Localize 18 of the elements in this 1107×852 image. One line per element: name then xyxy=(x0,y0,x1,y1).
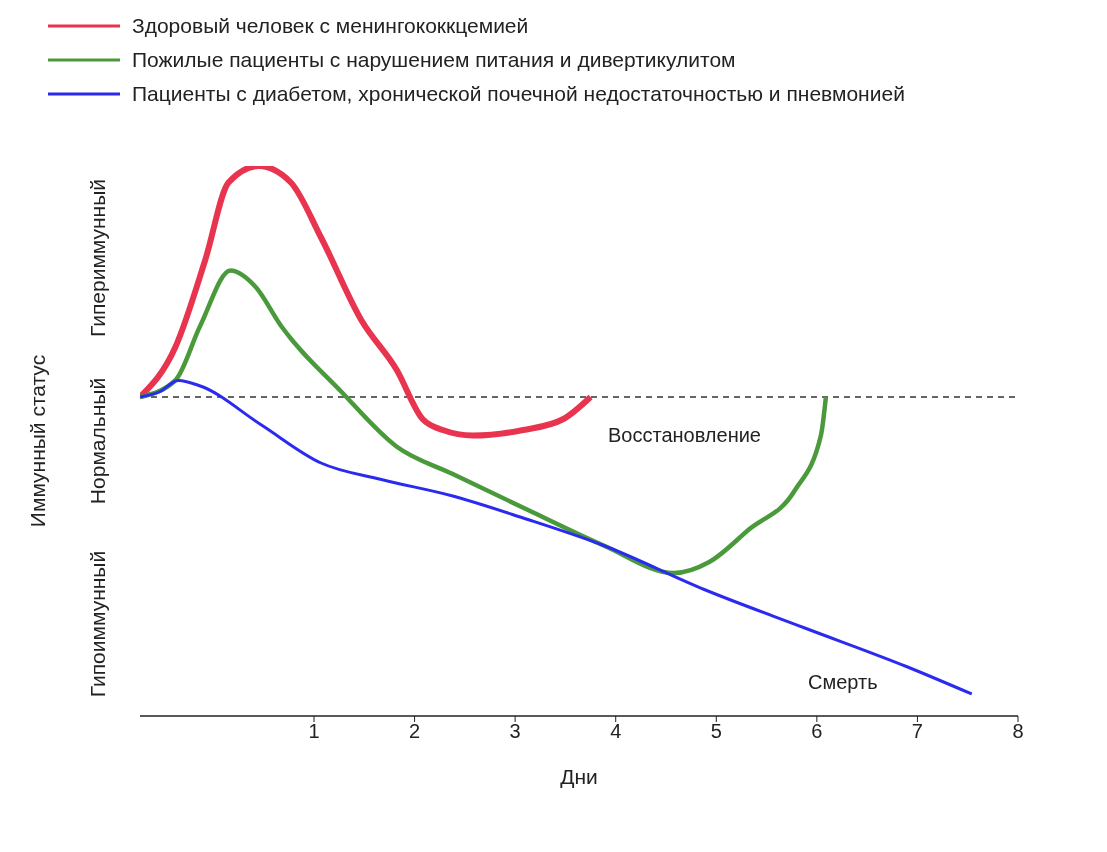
legend-label: Пациенты с диабетом, хронической почечной недостаточностью и пневмонией xyxy=(132,82,905,106)
y-axis-title: Иммунный статус xyxy=(26,354,50,528)
annotation: Смерть xyxy=(808,671,878,694)
x-tick-label: 2 xyxy=(409,720,421,743)
x-tick-label: 4 xyxy=(610,720,622,743)
x-tick-label: 7 xyxy=(911,720,923,743)
x-tick-label: 5 xyxy=(710,720,722,743)
text: Гипериммунный xyxy=(86,178,110,337)
legend-label: Здоровый человек с менингококкцемией xyxy=(132,14,529,38)
x-axis-title: Дни xyxy=(560,765,598,788)
annotation: Восстановление xyxy=(608,424,761,447)
x-tick-label: 3 xyxy=(509,720,521,743)
x-tick-label: 1 xyxy=(308,720,320,743)
text: Гипоиммунный xyxy=(86,551,110,698)
x-tick-label: 8 xyxy=(1012,720,1024,743)
x-tick-label: 6 xyxy=(811,720,823,743)
legend-label: Пожилые пациенты с нарушением питания и дивертикулитом xyxy=(132,48,736,72)
text: Нормальный xyxy=(86,377,110,505)
